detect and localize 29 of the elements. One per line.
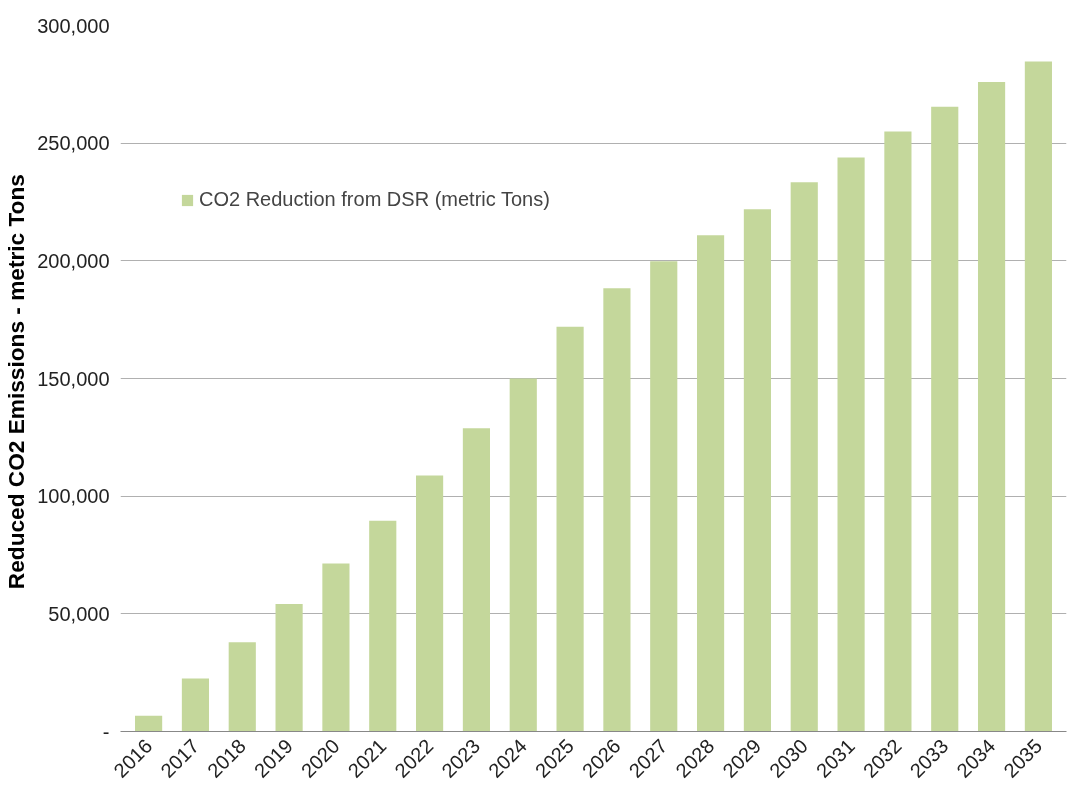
y-tick-label: - [102,720,110,743]
y-tick-label: 100,000 [37,485,110,508]
y-tick-label: 150,000 [37,367,110,390]
bar [977,81,1006,732]
y-tick-label: 300,000 [37,14,110,37]
legend-label: CO2 Reduction from DSR (metric Tons) [199,188,550,211]
bar [369,520,397,732]
bar [837,157,865,732]
bar [181,678,210,732]
bar [462,428,490,732]
bar [556,326,584,732]
bar [322,563,350,732]
bar [650,261,678,732]
bar [228,642,256,732]
y-axis-title: Reduced CO2 Emissions - metric Tons [3,174,30,590]
y-tick-label: 200,000 [37,249,110,272]
bar [416,475,444,732]
y-tick-label: 50,000 [48,602,110,625]
bar [509,378,537,732]
bar [603,288,631,732]
bar [931,106,959,732]
y-tick-label: 250,000 [37,132,110,155]
bar [275,603,303,732]
bar [135,715,163,732]
bar [697,235,725,732]
bar [790,182,818,732]
bar [743,209,771,732]
bar [884,131,912,732]
bar [1024,61,1052,732]
